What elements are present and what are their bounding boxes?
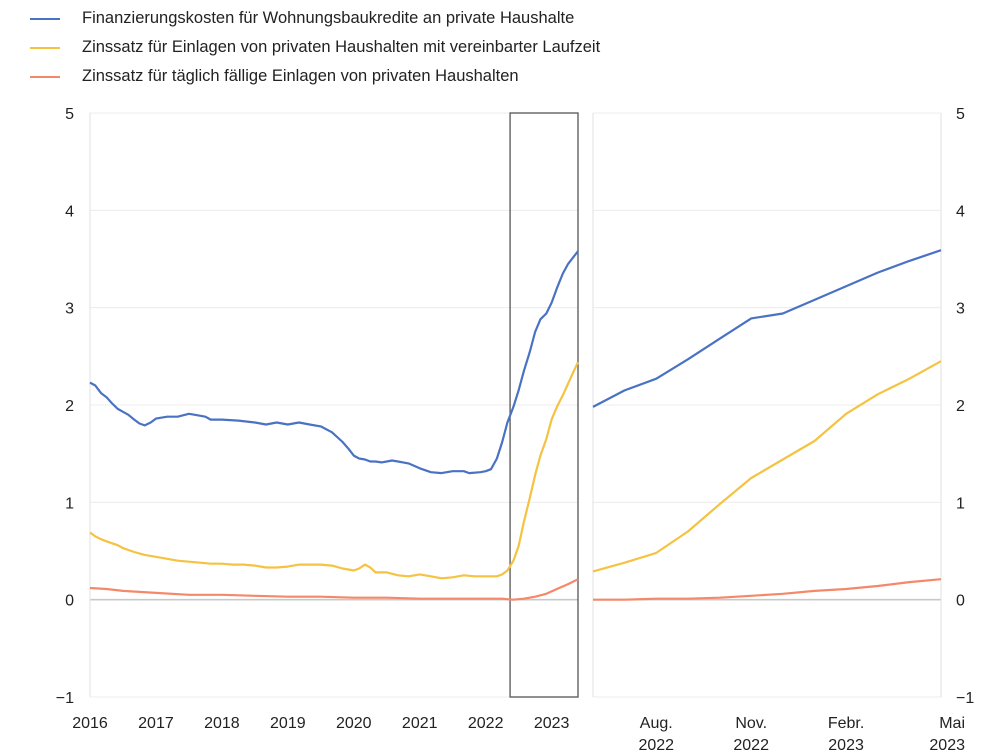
highlight-box — [509, 112, 579, 698]
legend-swatch-blue — [30, 17, 60, 20]
x-tick-label-right: 2022 — [733, 737, 769, 754]
y-tick-label-right: 3 — [956, 301, 965, 318]
x-tick-label-left: 2017 — [138, 715, 174, 732]
y-tick-label-right: 1 — [956, 495, 965, 512]
y-tick-label-right: 5 — [956, 106, 965, 123]
x-tick-label-right: Mai — [939, 715, 965, 732]
y-tick-label-right: 2 — [956, 398, 965, 415]
y-tick-label-left: 4 — [65, 203, 74, 220]
y-tick-label-right: 4 — [956, 203, 965, 220]
legend-label: Zinssatz für Einlagen von privaten Haush… — [82, 38, 601, 56]
x-tick-label-left: 2016 — [72, 715, 108, 732]
y-tick-label-left: 1 — [65, 495, 74, 512]
legend-swatch-orange — [30, 75, 60, 78]
overnight-deposits-line-left — [89, 578, 579, 601]
x-tick-label-right: 2022 — [638, 737, 674, 754]
legend-label: Finanzierungskosten für Wohnungsbaukredi… — [82, 9, 575, 27]
x-tick-label-right: 2023 — [929, 737, 965, 754]
y-tick-label-left: 3 — [65, 301, 74, 318]
x-tick-label-right: Aug. — [640, 715, 673, 732]
legend-item-financing-costs: Finanzierungskosten für Wohnungsbaukredi… — [30, 4, 600, 33]
x-tick-label-right: Febr. — [828, 715, 864, 732]
x-tick-label-left: 2022 — [468, 715, 504, 732]
term-deposits-line-left — [89, 361, 579, 580]
y-tick-label-left: 0 — [65, 593, 74, 610]
legend-label: Zinssatz für täglich fällige Einlagen vo… — [82, 67, 519, 85]
legend-item-term-deposits: Zinssatz für Einlagen von privaten Haush… — [30, 33, 600, 62]
chart-legend: Finanzierungskosten für Wohnungsbaukredi… — [30, 4, 600, 91]
financing-costs-line-left — [89, 250, 579, 475]
x-tick-label-left: 2018 — [204, 715, 240, 732]
financing-costs-line-right — [592, 249, 942, 408]
x-tick-label-left: 2020 — [336, 715, 372, 732]
legend-item-overnight-deposits: Zinssatz für täglich fällige Einlagen vo… — [30, 62, 600, 91]
x-tick-label-left: 2021 — [402, 715, 438, 732]
y-tick-label-left: 2 — [65, 398, 74, 415]
y-tick-label-right: −1 — [956, 690, 974, 707]
overnight-deposits-line-right — [593, 578, 942, 601]
x-tick-label-left: 2023 — [534, 715, 570, 732]
y-tick-label-left: 5 — [65, 106, 74, 123]
legend-swatch-yellow — [30, 46, 60, 49]
x-tick-label-right: 2023 — [828, 737, 864, 754]
y-tick-label-left: −1 — [56, 690, 74, 707]
x-tick-label-left: 2019 — [270, 715, 306, 732]
x-tick-label-right: Nov. — [735, 715, 767, 732]
y-tick-label-right: 0 — [956, 593, 965, 610]
term-deposits-line-right — [592, 360, 942, 573]
